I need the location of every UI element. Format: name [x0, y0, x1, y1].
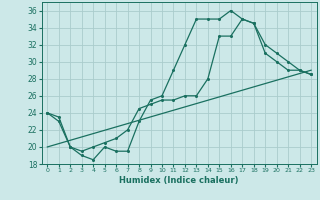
X-axis label: Humidex (Indice chaleur): Humidex (Indice chaleur): [119, 176, 239, 185]
